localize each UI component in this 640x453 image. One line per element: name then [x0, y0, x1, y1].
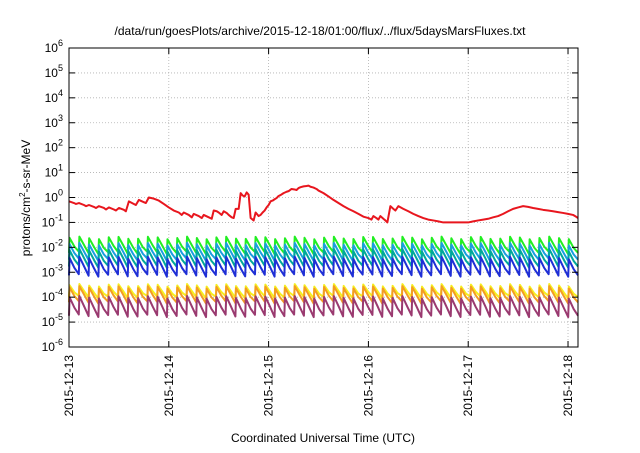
y-tick-label: 10-2	[42, 237, 63, 254]
x-tick-label: 2015-12-18	[561, 355, 575, 417]
y-axis-ticks: 10-6 10-5 10-4 10-3 10-2 10-1 100 101 102 103 104 1…	[42, 38, 578, 354]
y-tick-label: 10-4	[42, 287, 63, 304]
x-axis-label: Coordinated Universal Time (UTC)	[231, 431, 415, 445]
y-tick-label: 103	[45, 113, 63, 130]
y-tick-label: 10-5	[42, 312, 63, 329]
y-axis-label-sup: 2	[18, 192, 27, 197]
y-axis-label-rest: -s-sr-MeV	[19, 140, 33, 193]
chart-title: /data/run/goesPlots/archive/2015-12-18/0…	[115, 24, 527, 38]
y-tick-label: 10-6	[42, 337, 63, 354]
x-tick-label: 2015-12-17	[461, 355, 475, 417]
y-tick-label: 100	[45, 188, 63, 205]
y-tick-label: 102	[45, 138, 63, 155]
y-tick-label: 101	[45, 163, 63, 180]
series-line-0	[68, 184, 579, 224]
series-lines	[68, 184, 579, 319]
series-line-7	[68, 295, 579, 319]
x-tick-label: 2015-12-14	[162, 355, 176, 417]
y-axis-label: protons/cm2-s-sr-MeV	[18, 140, 33, 256]
y-tick-label: 10-1	[42, 212, 63, 229]
x-tick-label: 2015-12-16	[361, 355, 375, 417]
y-tick-label: 106	[45, 38, 63, 55]
x-tick-label: 2015-12-13	[62, 355, 76, 417]
series-line-4	[68, 255, 579, 278]
x-tick-label: 2015-12-15	[262, 355, 276, 417]
y-tick-label: 104	[45, 88, 63, 105]
y-axis-label-base: protons/cm	[19, 197, 33, 256]
y-tick-label: 10-3	[42, 262, 63, 279]
x-axis-ticks: 2015-12-13 2015-12-14 2015-12-15 2015-12-16…	[62, 48, 575, 416]
y-tick-label: 105	[45, 63, 63, 80]
